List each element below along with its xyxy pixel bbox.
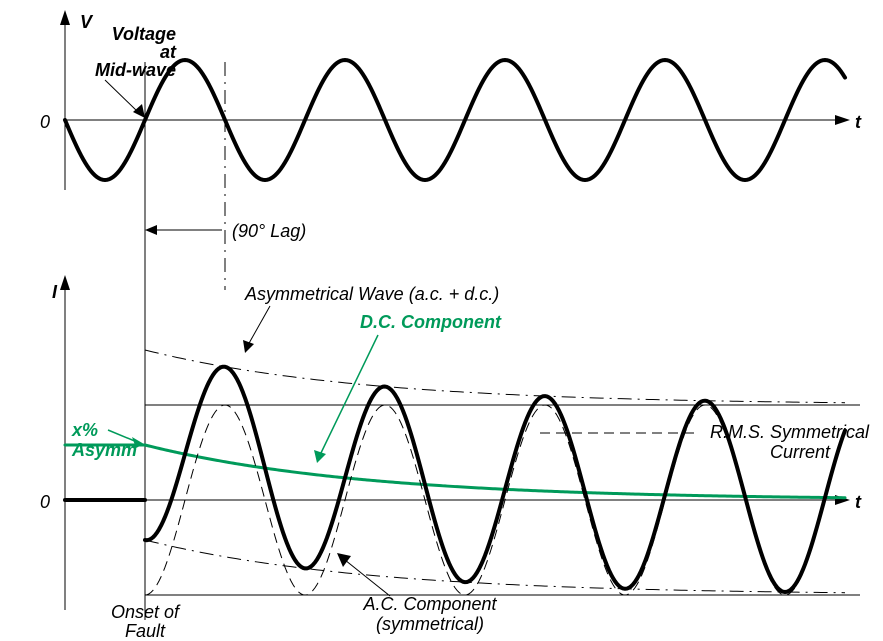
rms-label-2: Current: [770, 442, 831, 462]
dc-label: D.C. Component: [360, 312, 502, 332]
asymm-pct-label-2: Asymm: [71, 440, 137, 460]
figure-canvas: V 0 t (90° Lag) Voltage at Mid-wave I 0 …: [0, 0, 883, 641]
onset-label-1: Onset of: [111, 602, 181, 622]
midwave-label-1: Voltage: [112, 24, 176, 44]
lag-label: (90° Lag): [232, 221, 306, 241]
v-t-label: t: [855, 112, 862, 132]
asym-wave-pointer-head: [243, 340, 254, 353]
rms-label-1: R.M.S. Symmetrical: [710, 422, 870, 442]
upper-envelope: [145, 350, 845, 403]
i-y-axis-arrow: [60, 275, 70, 290]
ac-pointer: [345, 560, 390, 596]
asym-wave-pointer: [248, 306, 270, 345]
v-y-axis-arrow: [60, 10, 70, 25]
dc-pointer: [320, 335, 378, 455]
v-x-axis-arrow: [835, 115, 850, 125]
midwave-label-2: at: [160, 42, 177, 62]
midwave-pointer: [105, 80, 138, 112]
ac-label-1: A.C. Component: [362, 594, 497, 614]
i-axis-label: I: [52, 282, 58, 302]
ac-pointer-head: [337, 553, 351, 567]
asymm-pct-label-1: x%: [71, 420, 98, 440]
asymmetrical-wave-curve: [145, 367, 845, 592]
lower-envelope: [145, 540, 845, 593]
ac-label-2: (symmetrical): [376, 614, 484, 634]
current-plot: I 0 t Asymmetrical Wave (a.c. + d.c.) D.…: [40, 275, 870, 641]
midwave-label-3: Mid-wave: [95, 60, 176, 80]
lag-arrow-head: [145, 225, 157, 235]
i-zero-label: 0: [40, 492, 50, 512]
v-zero-label: 0: [40, 112, 50, 132]
i-t-label: t: [855, 492, 862, 512]
midwave-pointer-head: [133, 104, 145, 118]
onset-label-2: Fault: [125, 621, 166, 641]
asym-wave-label: Asymmetrical Wave (a.c. + d.c.): [244, 284, 499, 304]
dc-pointer-head: [314, 450, 326, 463]
v-axis-label: V: [80, 12, 94, 32]
